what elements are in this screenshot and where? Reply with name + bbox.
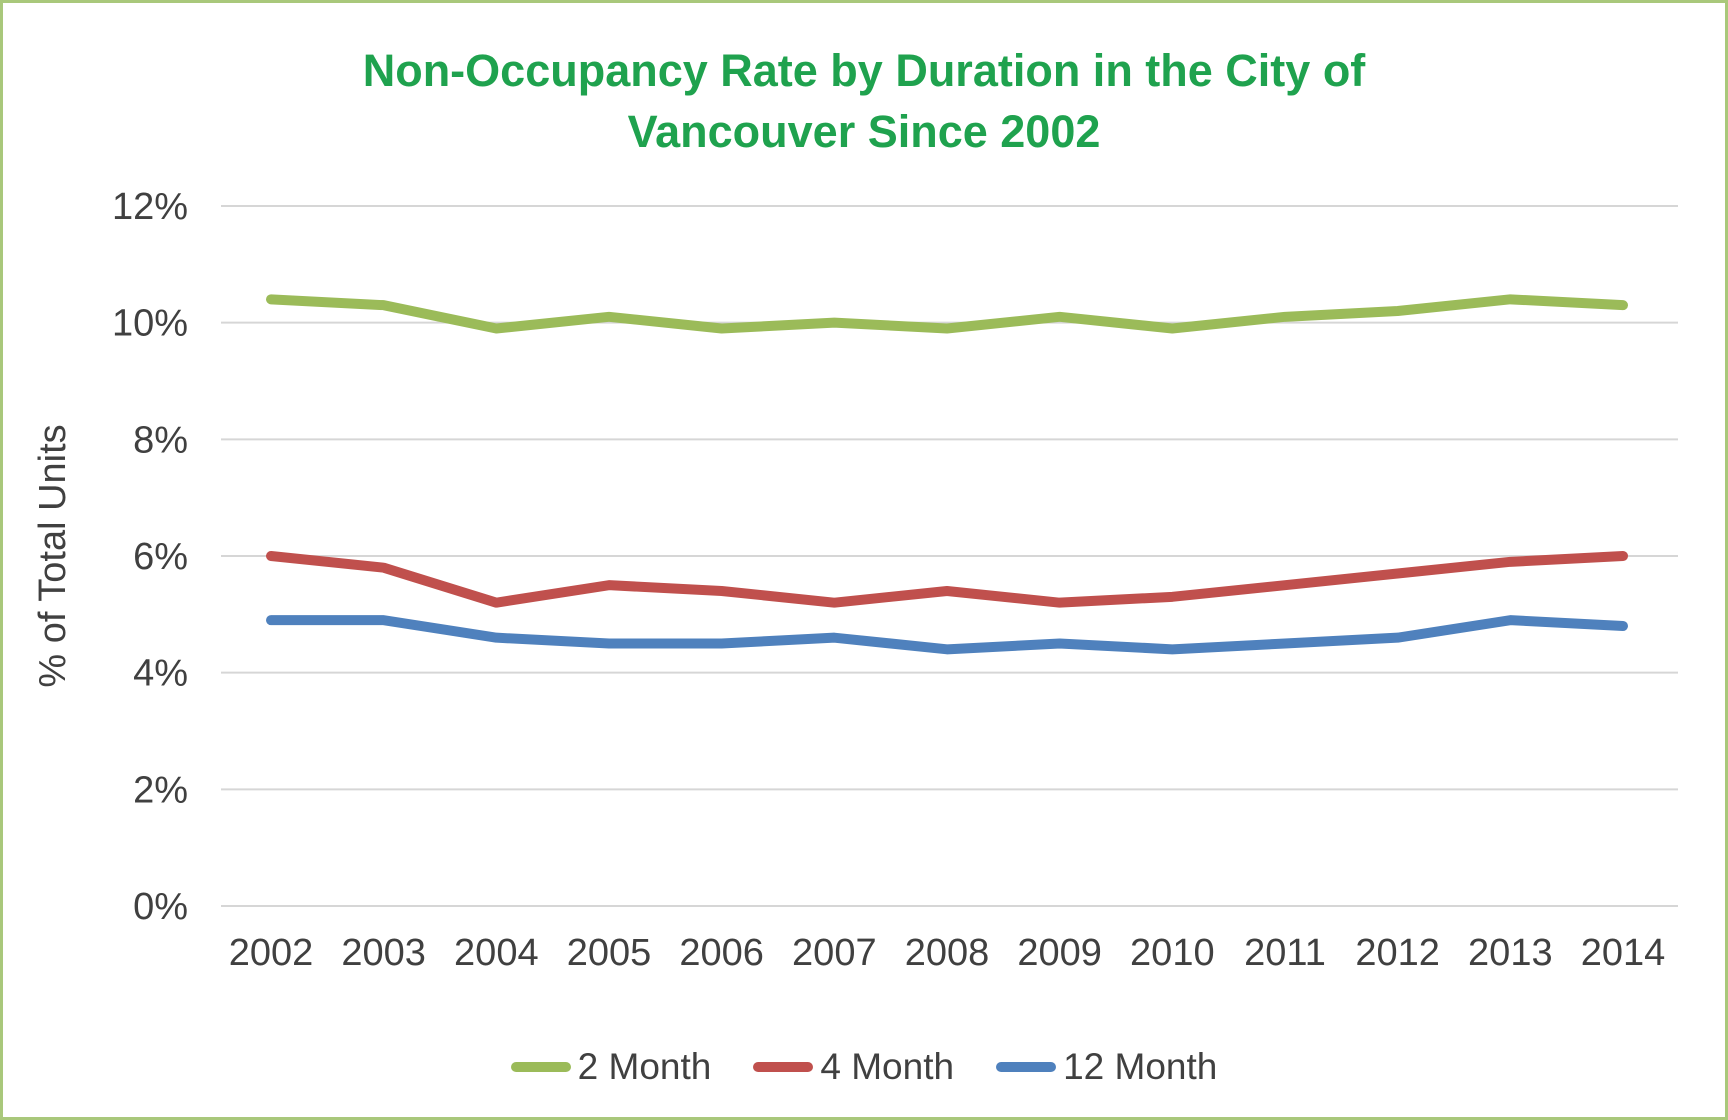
y-tick-label: 6% (133, 536, 188, 578)
legend-swatch-12-month-icon (996, 1062, 1057, 1072)
x-tick-label: 2007 (792, 932, 877, 974)
chart-title-line-2: Vancouver Since 2002 (627, 105, 1101, 157)
y-tick-label: 4% (133, 653, 188, 695)
y-axis-tick-labels: 0% 2% 4% 6% 8% 10% 12% (112, 186, 188, 928)
y-tick-label: 2% (133, 769, 188, 811)
legend-item-2-month: 2 Month (510, 1046, 712, 1088)
x-axis-tick-labels: 2002 2003 2004 2005 2006 2007 2008 2009 2010 2011… (229, 932, 1666, 974)
legend-label: 2 Month (577, 1046, 712, 1087)
series-lines (266, 294, 1628, 655)
series-line-4-month (266, 551, 1628, 608)
x-tick-label: 2005 (567, 932, 652, 974)
y-tick-label: 10% (112, 303, 188, 345)
series-line-12-month (266, 615, 1628, 655)
legend-item-12-month: 12 Month (996, 1046, 1217, 1088)
chart-title-line-1: Non-Occupancy Rate by Duration in the Ci… (362, 45, 1366, 96)
y-tick-label: 0% (133, 886, 188, 928)
x-tick-label: 2003 (341, 932, 426, 974)
x-tick-label: 2002 (229, 932, 314, 974)
x-tick-label: 2012 (1355, 932, 1440, 974)
y-tick-label: 12% (112, 186, 188, 228)
legend-label: 12 Month (1063, 1046, 1218, 1087)
x-tick-label: 2006 (679, 932, 764, 974)
legend-item-4-month: 4 Month (753, 1046, 954, 1088)
x-tick-label: 2004 (454, 932, 539, 974)
legend-swatch-2-month-icon (510, 1062, 571, 1072)
x-tick-label: 2014 (1581, 932, 1666, 974)
legend-label: 4 Month (820, 1046, 955, 1087)
x-tick-label: 2008 (905, 932, 990, 974)
x-tick-label: 2013 (1468, 932, 1553, 974)
line-chart: 0%2%4%6%8%10%12% 2002 2003 2004 2005 2006 200… (32, 186, 1678, 974)
chart-legend: 2 Month 4 Month 12 Month (3, 1035, 1725, 1099)
series-line-2-month (266, 294, 1628, 334)
x-tick-label: 2009 (1017, 932, 1102, 974)
y-tick-label: 8% (133, 419, 188, 461)
gridlines (221, 205, 1678, 907)
x-tick-label: 2011 (1244, 932, 1326, 974)
x-tick-label: 2010 (1130, 932, 1215, 974)
legend-swatch-4-month-icon (753, 1062, 814, 1072)
chart-title: Non-Occupancy Rate by Duration in the Ci… (3, 41, 1725, 163)
y-axis-title: % of Total Units (32, 424, 74, 687)
